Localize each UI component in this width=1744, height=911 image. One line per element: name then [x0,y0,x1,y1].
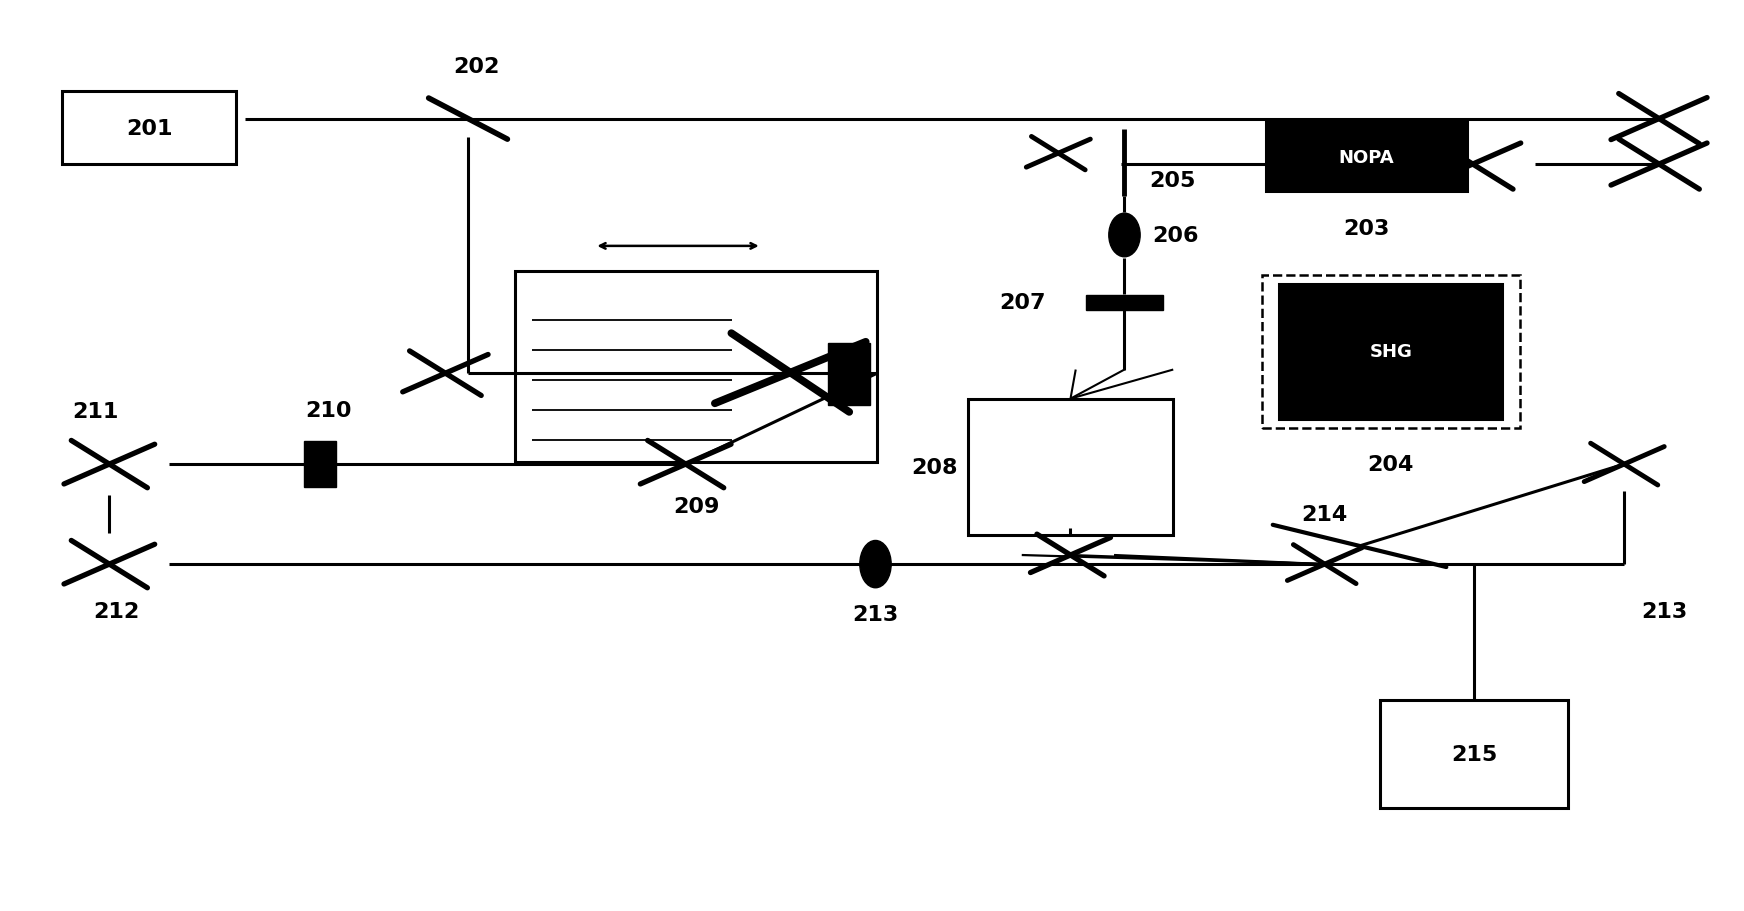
Bar [828,343,870,405]
Text: 203: 203 [1343,219,1390,239]
Bar [1280,285,1502,419]
Bar [514,272,877,463]
Ellipse shape [1109,214,1141,258]
Text: 211: 211 [72,402,119,422]
Text: 209: 209 [673,496,719,517]
Bar [968,399,1174,536]
Bar [1087,295,1163,311]
Bar [1266,123,1467,192]
Text: SHG: SHG [1369,343,1413,361]
Text: 215: 215 [1451,744,1498,764]
Text: 202: 202 [453,56,501,77]
Text: 207: 207 [999,293,1046,312]
Text: 208: 208 [910,457,957,477]
Bar [1381,701,1568,808]
Bar [63,92,237,165]
Text: 205: 205 [1149,171,1195,191]
Text: 214: 214 [1301,505,1348,525]
Bar [305,442,335,487]
Bar [1263,276,1519,428]
Ellipse shape [860,541,891,589]
Text: 210: 210 [305,400,352,420]
Text: 212: 212 [92,602,140,621]
Text: 206: 206 [1153,226,1198,246]
Text: 204: 204 [1367,455,1414,475]
Text: NOPA: NOPA [1339,148,1393,167]
Text: 213: 213 [1641,602,1688,621]
Text: 213: 213 [853,605,898,624]
Text: 201: 201 [126,118,173,138]
